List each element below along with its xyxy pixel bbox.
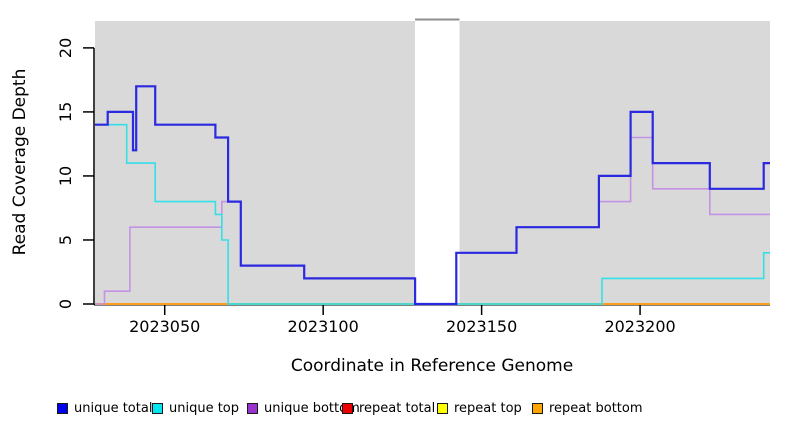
x-tick-label: 2023100 [288, 317, 359, 336]
coverage-chart: 0 5 10 15 20 2023050 2023100 2023150 2023200 Coo… [10, 18, 770, 376]
legend-label: repeat top [454, 400, 522, 416]
chart-legend: unique total unique top unique bottom repea… [0, 399, 792, 419]
y-tick-label: 5 [56, 235, 75, 245]
legend-label: repeat total [359, 400, 436, 416]
y-axis-title: Read Coverage Depth [10, 69, 30, 256]
gap-top-border [415, 18, 460, 21]
legend-item-unique-bottom: unique bottom [247, 399, 360, 417]
legend-item-repeat-bottom: repeat bottom [532, 399, 643, 417]
x-axis-title: Coordinate in Reference Genome [291, 356, 573, 376]
legend-swatch-repeat-bottom [532, 402, 543, 414]
series-line-unique-total [95, 85, 770, 306]
legend-swatch-repeat-top [437, 402, 448, 414]
legend-swatch-unique-total [57, 402, 68, 414]
legend-swatch-unique-bottom [247, 402, 258, 414]
y-tick-label: 20 [56, 38, 75, 58]
legend-swatch-unique-top [152, 402, 163, 414]
no-data-gap [415, 21, 460, 304]
legend-label: unique bottom [264, 400, 360, 416]
y-tick-label: 15 [56, 102, 75, 122]
legend-label: repeat bottom [549, 400, 643, 416]
y-tick-label: 0 [56, 299, 75, 309]
plot-background [95, 18, 770, 304]
x-tick-label: 2023150 [446, 317, 517, 336]
series-line-unique-top [95, 123, 770, 305]
legend-item-unique-top: unique top [152, 399, 239, 417]
legend-item-repeat-total: repeat total [342, 399, 435, 417]
x-tick-label: 2023050 [129, 317, 200, 336]
legend-swatch-repeat-total [342, 402, 353, 414]
legend-item-repeat-top: repeat top [437, 399, 522, 417]
x-tick-label: 2023200 [604, 317, 675, 336]
legend-item-unique-total: unique total [57, 399, 152, 417]
legend-label: unique total [74, 400, 153, 416]
legend-label: unique top [169, 400, 240, 416]
y-tick-label: 10 [56, 166, 75, 186]
plot-area-right [459, 21, 770, 304]
series-lines [95, 85, 770, 306]
